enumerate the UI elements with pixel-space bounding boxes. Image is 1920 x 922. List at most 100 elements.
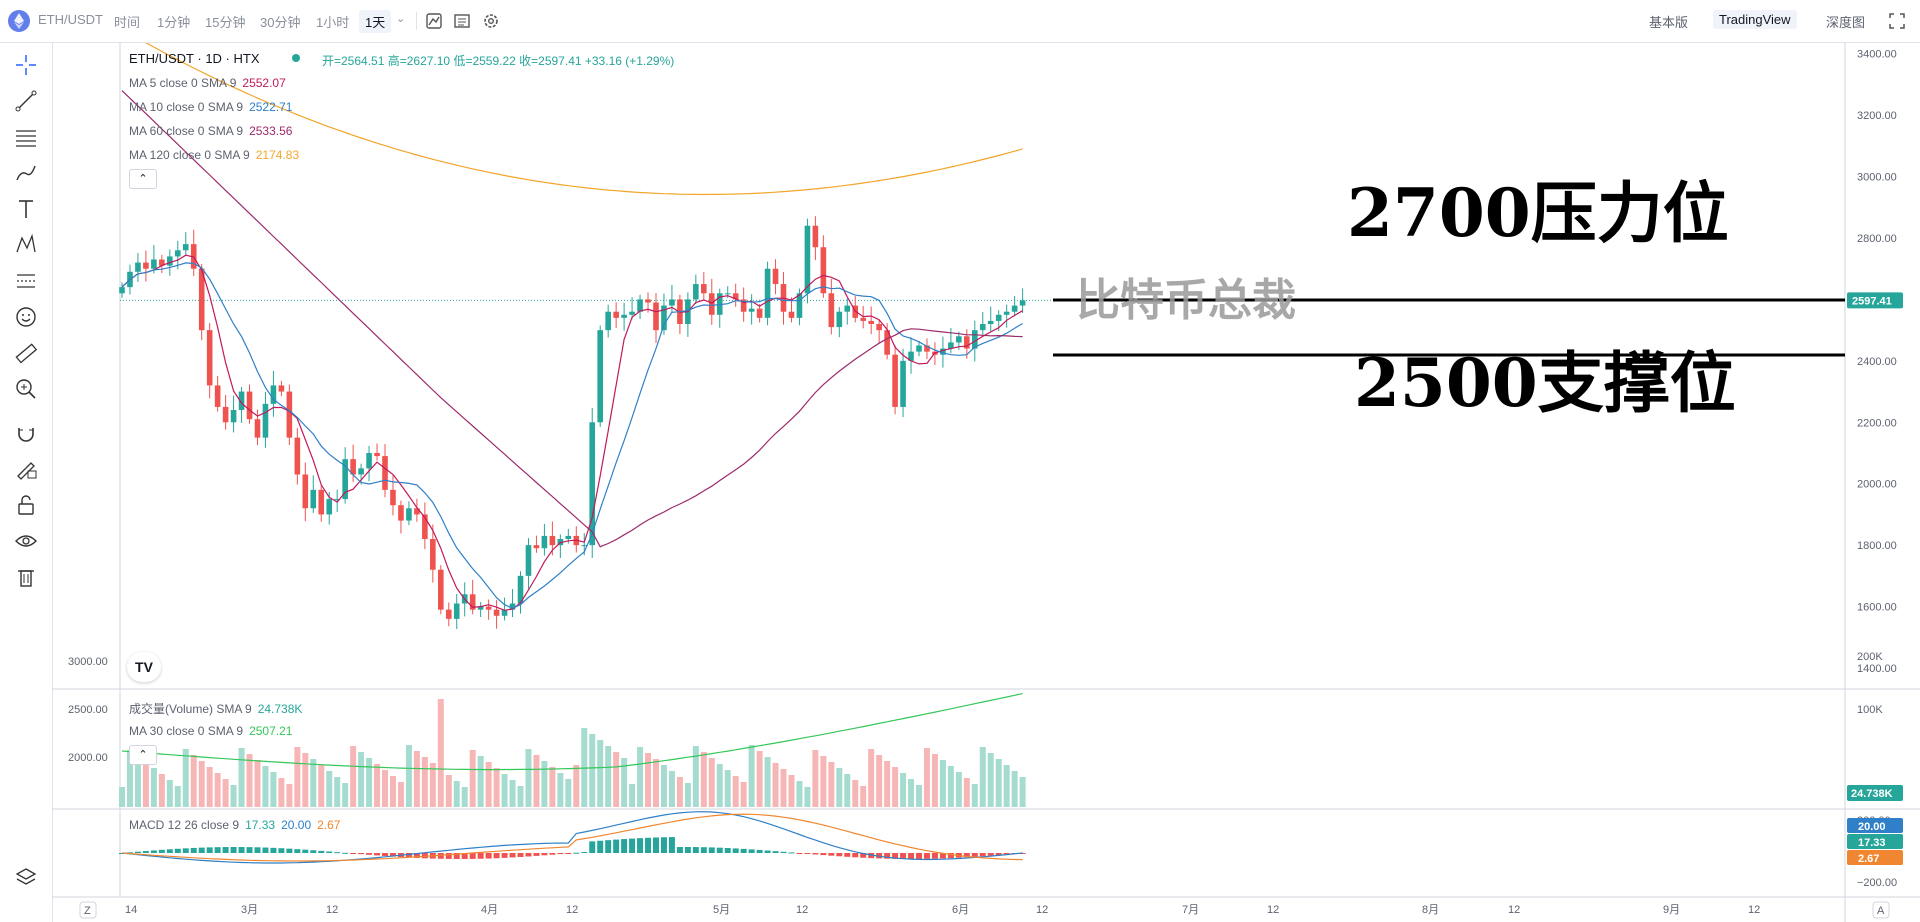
volume-bar: [645, 753, 652, 807]
volume-bar: [557, 773, 564, 807]
macd-histogram-bar: [740, 848, 747, 853]
candle-body: [756, 308, 763, 318]
volume-bar: [342, 783, 349, 807]
fullscreen-icon[interactable]: [1888, 12, 1906, 30]
candle-body: [398, 505, 404, 521]
indicators-icon[interactable]: [453, 12, 471, 30]
price-chart[interactable]: 3400.003200.003000.002800.002600.002400.…: [0, 43, 1920, 922]
macd-histogram-bar: [374, 853, 381, 856]
macd-histogram-bar: [844, 853, 851, 857]
macd-histogram-bar: [724, 848, 731, 853]
object-tree-icon[interactable]: [13, 865, 39, 891]
volume-last-tag: [1847, 785, 1903, 801]
volume-bar: [517, 786, 524, 807]
candle-body: [238, 391, 245, 410]
interval-15min[interactable]: 15分钟: [205, 15, 246, 30]
candle-body: [724, 293, 731, 295]
price-tick-label: 2200.00: [1857, 417, 1897, 429]
macd-histogram-bar: [963, 853, 970, 858]
candle-body: [995, 314, 1002, 321]
interval-1h[interactable]: 1小时: [316, 15, 350, 30]
ma120-line: [145, 43, 1023, 196]
trash-icon[interactable]: [13, 564, 39, 590]
horizontal-lines-icon[interactable]: [13, 124, 39, 150]
ruler-icon[interactable]: [13, 340, 39, 366]
legend-dot-icon: [292, 51, 300, 65]
legend-collapse-button[interactable]: ⌃: [129, 169, 157, 189]
volume-bar: [740, 782, 747, 807]
candle-body: [517, 575, 524, 604]
symbol-name[interactable]: ETH/USDT: [38, 12, 103, 27]
volume-bar: [222, 779, 229, 807]
volume-ma-line: [121, 693, 1023, 771]
macd-histogram-bar: [190, 847, 197, 853]
interval-dropdown-chevron-icon[interactable]: ⌄: [396, 13, 406, 25]
brush-icon[interactable]: [13, 160, 39, 186]
macd-histogram-bar: [668, 837, 675, 853]
magnet-icon[interactable]: [13, 420, 39, 446]
volume-bar: [573, 765, 580, 807]
candle-body: [900, 360, 906, 407]
pattern-icon[interactable]: [13, 232, 39, 258]
volume-bar: [334, 777, 341, 807]
candle-body: [501, 609, 508, 616]
candle-body: [430, 539, 436, 570]
macd-value-tag-label: 2.67: [1858, 853, 1879, 865]
volume-left-tick-label: 2500.00: [68, 704, 108, 716]
interval-30min[interactable]: 30分钟: [260, 15, 301, 30]
view-basic[interactable]: 基本版: [1649, 15, 1689, 30]
volume-bar: [166, 780, 173, 807]
macd-histogram-bar: [517, 853, 524, 857]
macd-histogram-bar: [493, 853, 500, 859]
prediction-icon[interactable]: [13, 268, 39, 294]
volume-bar: [382, 770, 389, 807]
volume-legend-collapse-button[interactable]: ⌃: [129, 745, 157, 765]
volume-bar: [326, 771, 333, 807]
candle-body: [892, 354, 898, 407]
macd-histogram-bar: [126, 852, 133, 854]
macd-histogram-bar: [637, 838, 644, 853]
candle-body: [485, 606, 492, 610]
draw-lock-icon[interactable]: [13, 456, 39, 482]
text-tool-icon[interactable]: [13, 196, 39, 222]
interval-1min[interactable]: 1分钟: [157, 15, 191, 30]
macd-histogram-bar: [134, 851, 141, 853]
volume-bar: [230, 785, 237, 807]
macd-histogram-bar: [198, 847, 205, 853]
macd-histogram-bar: [382, 853, 389, 857]
macd-histogram-bar: [421, 853, 428, 859]
ma5-legend: MA 5 close 0 SMA 9 2552.07: [129, 76, 286, 90]
interval-time[interactable]: 时间: [114, 15, 141, 30]
lock-icon[interactable]: [13, 492, 39, 518]
visibility-eye-icon[interactable]: [13, 528, 39, 554]
view-tradingview[interactable]: TradingView: [1713, 10, 1797, 29]
macd-histogram-bar: [334, 852, 341, 854]
candle-body: [262, 403, 269, 438]
macd-histogram-bar: [597, 840, 604, 853]
candle-body: [493, 609, 500, 616]
candle-body: [804, 225, 811, 294]
macd-histogram-bar: [413, 853, 420, 858]
macd-histogram-bar: [246, 847, 253, 853]
macd-histogram-bar: [995, 853, 1002, 856]
zoom-in-icon[interactable]: [13, 376, 39, 402]
time-axis-label: 6月: [952, 904, 969, 916]
macd-histogram-bar: [254, 847, 261, 853]
candle-body: [812, 225, 819, 248]
chart-style-icon[interactable]: [425, 12, 443, 30]
interval-1d[interactable]: 1天: [359, 10, 392, 33]
macd-histogram-bar: [828, 853, 835, 856]
macd-histogram-bar: [939, 853, 946, 859]
candle-body: [979, 324, 986, 331]
emoji-icon[interactable]: [13, 304, 39, 330]
trend-line-icon[interactable]: [13, 88, 39, 114]
crosshair-icon[interactable]: [13, 52, 39, 78]
view-depth[interactable]: 深度图: [1826, 15, 1866, 30]
volume-bar: [533, 755, 540, 807]
candle-body: [645, 299, 651, 303]
candle-body: [326, 499, 333, 515]
time-axis-label: 12: [1036, 904, 1048, 916]
volume-bar: [716, 764, 723, 807]
settings-gear-icon[interactable]: [482, 12, 500, 30]
macd-histogram-bar: [350, 853, 357, 854]
